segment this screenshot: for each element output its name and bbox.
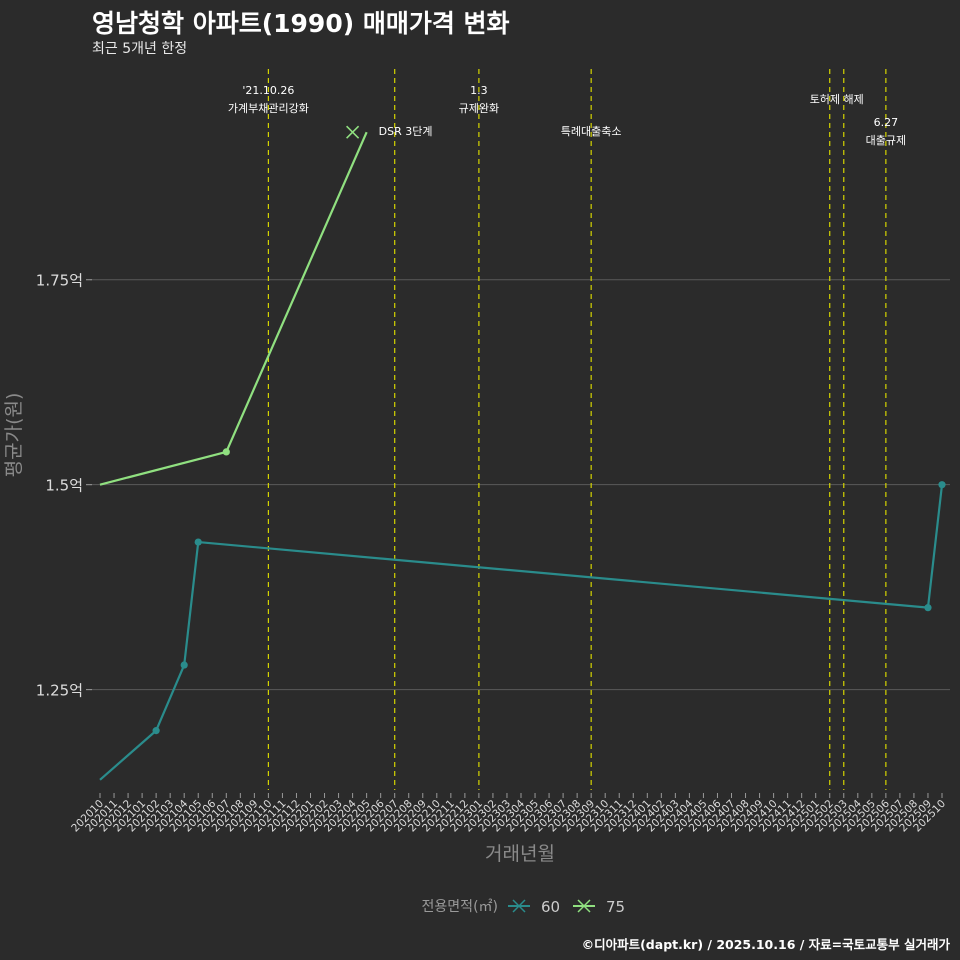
chart-title: 영남청학 아파트(1990) 매매가격 변화	[92, 9, 510, 38]
series-line-60	[99, 484, 944, 781]
x-axis-title: 거래년월	[485, 843, 555, 865]
event-label: 1.3	[470, 84, 488, 97]
legend-item-75: 75	[573, 898, 625, 916]
data-point-60	[194, 538, 202, 546]
chart-subtitle: 최근 5개년 한정	[92, 41, 188, 57]
data-point-60	[152, 727, 160, 735]
legend-label: 60	[541, 898, 560, 916]
legend-title: 전용면적(㎡)	[422, 899, 498, 915]
event-label: 특례대출축소	[561, 125, 622, 138]
data-point-60	[180, 661, 188, 669]
event-label: 대출규제	[866, 134, 906, 147]
event-lines	[267, 69, 887, 790]
data-point-60	[938, 481, 946, 489]
event-label: '21.10.26	[242, 84, 294, 97]
legend-key-cross	[577, 899, 591, 913]
y-axis-title: 평균가(원)	[3, 393, 25, 478]
x-tick-labels: 2020102020112020122021012021022021032021…	[69, 793, 948, 834]
event-label: 규제완화	[459, 102, 499, 115]
y-tick-labels: 1.25억 1.5억 1.75억	[36, 272, 83, 700]
series-lines	[99, 125, 946, 781]
end-cross-marker	[346, 125, 360, 139]
event-label: 가계부채관리강화	[228, 102, 309, 115]
source-caption: ©디아파트(dapt.kr) / 2025.10.16 / 자료=국토교통부 실…	[581, 937, 950, 952]
event-label: DSR 3단계	[379, 125, 433, 138]
grid-lines	[86, 279, 950, 691]
y-tick-label: 1.75억	[36, 272, 83, 290]
legend-label: 75	[606, 898, 625, 916]
event-label: 6.27	[874, 116, 899, 129]
event-label: 토허제 해제	[810, 92, 864, 106]
legend: 전용면적(㎡) 60 75	[422, 898, 626, 916]
data-point-75	[222, 448, 230, 456]
series-line-75	[99, 131, 368, 486]
y-tick-label: 1.5억	[45, 477, 83, 495]
data-point-60	[924, 604, 932, 612]
legend-item-60: 60	[508, 898, 560, 916]
y-tick-label: 1.25억	[36, 682, 83, 700]
legend-key-cross	[512, 899, 526, 913]
